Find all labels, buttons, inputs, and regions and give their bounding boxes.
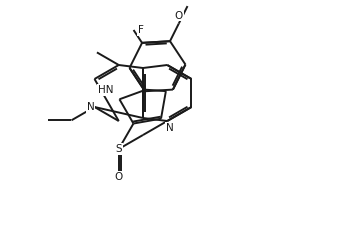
Text: N: N [166,123,174,133]
Text: O: O [115,172,123,182]
Text: S: S [116,144,122,154]
Text: O: O [175,11,183,21]
Text: HN: HN [98,85,113,95]
Text: F: F [137,25,143,35]
Text: N: N [87,102,94,112]
